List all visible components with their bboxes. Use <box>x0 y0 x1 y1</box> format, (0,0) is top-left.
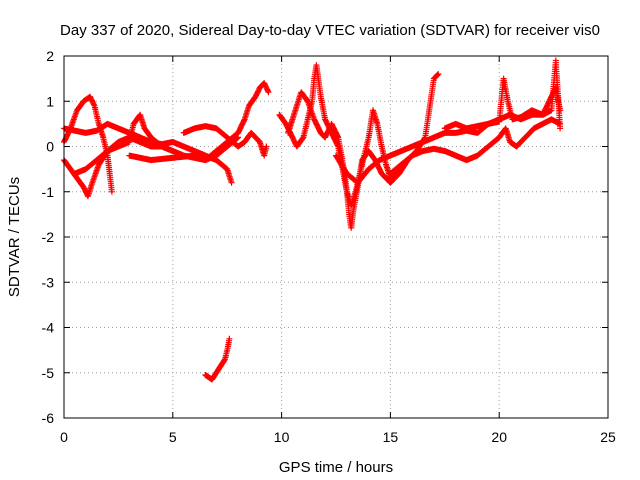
series-sat-g <box>202 335 233 383</box>
series-sat-k <box>387 116 564 177</box>
data-point-markers <box>180 123 270 159</box>
y-tick-label: 2 <box>46 48 54 64</box>
y-tick-label: -1 <box>42 184 55 200</box>
y-tick-label: -3 <box>42 274 55 290</box>
y-tick-label: -2 <box>42 229 55 245</box>
grid-layer <box>64 56 608 418</box>
x-tick-label: 10 <box>274 429 290 445</box>
x-axis-label: GPS time / hours <box>279 459 393 476</box>
data-point-markers <box>202 335 233 383</box>
data-point-markers <box>285 71 442 231</box>
series-sat-a <box>61 93 115 195</box>
y-tick-label: 0 <box>46 139 54 155</box>
x-tick-label: 15 <box>383 429 399 445</box>
data-layer <box>61 57 564 383</box>
series-sat-e <box>126 80 272 164</box>
series-sat-j <box>333 57 564 186</box>
series-sat-l <box>441 75 564 132</box>
data-point-markers <box>126 80 272 164</box>
chart-title: Day 337 of 2020, Sidereal Day-to-day VTE… <box>60 22 600 39</box>
x-tick-label: 0 <box>60 429 68 445</box>
series-sat-f <box>180 123 270 159</box>
data-point-markers <box>276 62 405 209</box>
data-point-markers <box>333 57 564 186</box>
data-point-markers <box>387 116 564 177</box>
tick-layer: 0 5 10 15 20 25 -6 -5 -4 -3 -2 -1 0 1 2 <box>42 48 616 445</box>
data-point-markers <box>61 93 115 195</box>
x-tick-label: 5 <box>169 429 177 445</box>
y-tick-label: 1 <box>46 93 54 109</box>
y-tick-label: -4 <box>42 320 55 336</box>
series-sat-i <box>285 71 442 231</box>
y-tick-label: -5 <box>42 365 55 381</box>
y-axis-label: SDTVAR / TECUs <box>6 177 23 297</box>
y-tick-label: -6 <box>42 410 55 426</box>
x-tick-label: 25 <box>600 429 616 445</box>
x-tick-label: 20 <box>491 429 507 445</box>
series-sat-h <box>276 62 405 209</box>
data-point-markers <box>441 75 564 132</box>
